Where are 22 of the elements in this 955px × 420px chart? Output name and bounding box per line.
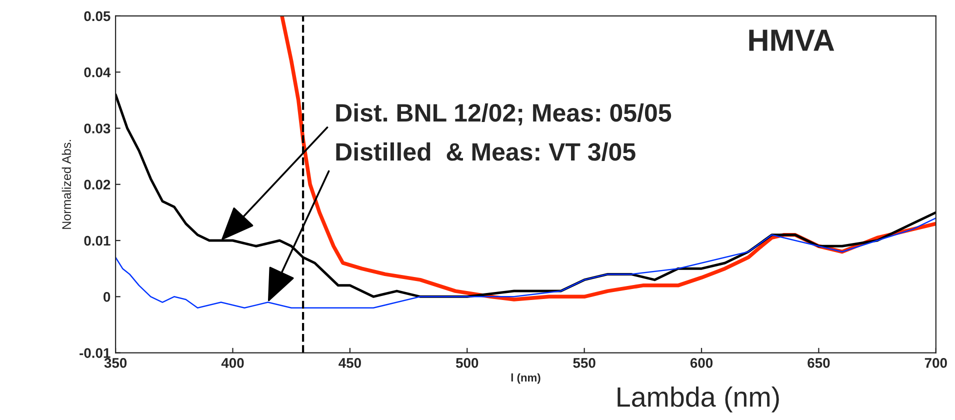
y-tick-label: 0.03 <box>84 124 110 134</box>
annotation: HMVA <box>749 30 834 51</box>
y-tick-label: 0.05 <box>84 11 110 22</box>
x-tick-label: 600 <box>690 358 713 368</box>
y-tick-label: 0.02 <box>84 180 110 190</box>
y-tick-label: -0.01 <box>80 348 110 358</box>
annotation: Distilled & Meas: VT 3/05 <box>336 142 636 162</box>
x-tick-label: 550 <box>573 358 596 368</box>
x-tick-label: 700 <box>924 358 947 368</box>
y-axis-title: Normalized Abs. <box>62 140 72 229</box>
x-tick-label: 350 <box>104 358 127 368</box>
x-tick-label: 500 <box>456 358 478 368</box>
x-tick-label: 400 <box>221 358 244 368</box>
y-tick-label: 0 <box>104 292 110 302</box>
y-tick-label: 0.04 <box>84 67 111 78</box>
x-axis-title: l (nm) <box>511 373 540 384</box>
annotation: Dist. BNL 12/02; Meas: 05/05 <box>336 103 672 126</box>
x-tick-label: 650 <box>808 358 830 368</box>
x-tick-label: 450 <box>338 358 361 368</box>
text: Lambda (nm) <box>618 386 779 412</box>
line-series <box>116 217 936 309</box>
y-tick-label: 0.01 <box>84 236 110 246</box>
